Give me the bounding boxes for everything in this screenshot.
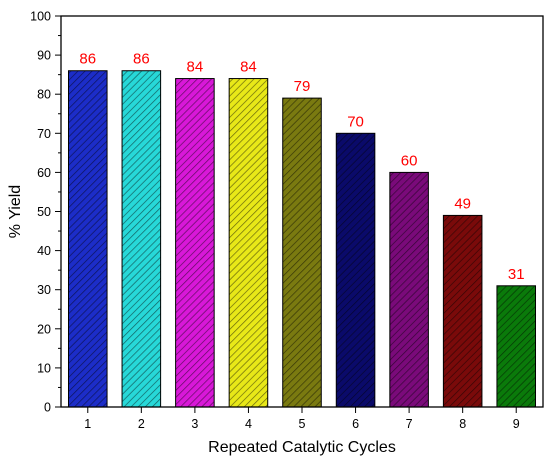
- y-tick-label: 70: [37, 127, 51, 141]
- data-label-cycle-7: 60: [401, 152, 418, 169]
- data-label-cycle-1: 86: [79, 51, 96, 68]
- bar-cycle-6: [335, 132, 376, 408]
- y-tick-label: 100: [30, 10, 51, 24]
- bar-cycle-4: [228, 78, 269, 408]
- x-tick-label: 9: [513, 417, 520, 431]
- x-axis-title: Repeated Catalytic Cycles: [208, 439, 396, 456]
- data-label-cycle-2: 86: [133, 51, 150, 68]
- bars-group: [67, 70, 537, 408]
- x-axis: 1 2 3 4 5 6 7 8 9: [84, 407, 520, 431]
- x-tick-label: 4: [245, 417, 252, 431]
- y-axis: 0 10 20 30 40 50 60 70 80 90 100: [30, 10, 61, 415]
- x-tick-label: 7: [406, 417, 413, 431]
- x-tick-label: 5: [299, 417, 306, 431]
- bar-cycle-3: [175, 78, 215, 408]
- x-tick-label: 6: [352, 417, 359, 431]
- data-label-cycle-4: 84: [240, 59, 257, 76]
- y-tick-label: 30: [37, 283, 51, 297]
- y-tick-label: 0: [44, 401, 51, 415]
- bar-cycle-9: [496, 285, 537, 408]
- bar-cycle-1: [67, 70, 108, 408]
- bar-cycle-8: [442, 214, 483, 408]
- y-axis-title: % Yield: [7, 185, 24, 238]
- data-labels-group: 86 86 84 84 79 70 60 49 31: [79, 51, 524, 283]
- x-tick-label: 3: [191, 417, 198, 431]
- y-tick-label: 80: [37, 88, 51, 102]
- data-label-cycle-3: 84: [187, 59, 204, 76]
- y-tick-label: 60: [37, 166, 51, 180]
- y-tick-label: 50: [37, 205, 51, 219]
- bar-cycle-5: [282, 97, 322, 408]
- data-label-cycle-6: 70: [347, 113, 364, 130]
- x-tick-label: 2: [138, 417, 145, 431]
- x-tick-label: 1: [84, 417, 91, 431]
- data-label-cycle-9: 31: [508, 266, 525, 283]
- bar-cycle-7: [389, 171, 429, 408]
- data-label-cycle-8: 49: [454, 195, 471, 212]
- y-tick-label: 20: [37, 322, 51, 336]
- y-tick-label: 40: [37, 244, 51, 258]
- bar-cycle-2: [121, 70, 162, 408]
- x-tick-label: 8: [459, 417, 466, 431]
- y-tick-label: 90: [37, 49, 51, 63]
- data-label-cycle-5: 79: [294, 78, 311, 95]
- y-tick-label: 10: [37, 361, 51, 375]
